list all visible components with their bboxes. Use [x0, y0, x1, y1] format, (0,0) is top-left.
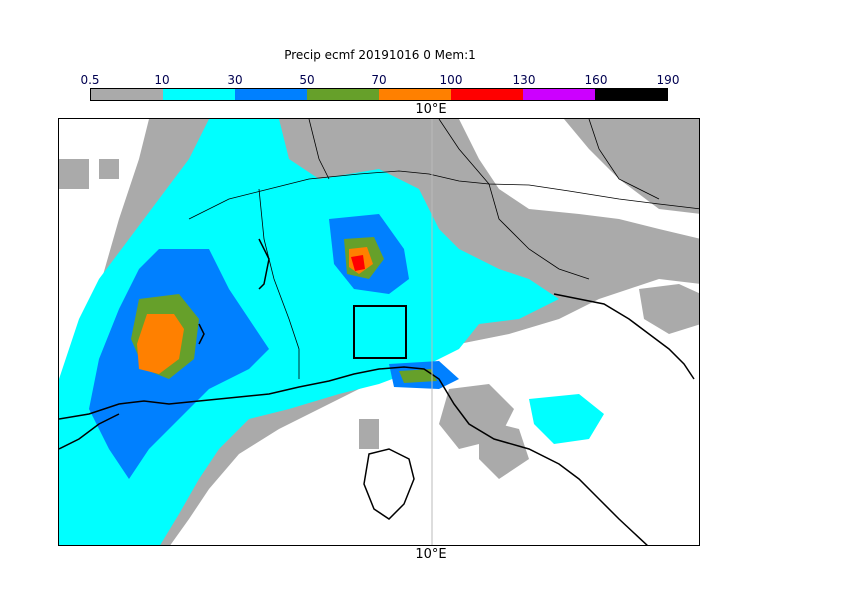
- colorbar-label-2: 30: [227, 73, 243, 87]
- precip-field-red: [351, 255, 365, 271]
- colorbar-segment-0: [91, 89, 163, 100]
- colorbar-segment-7: [595, 89, 667, 100]
- colorbar: [90, 88, 668, 101]
- highlight-box: [353, 305, 407, 359]
- longitude-label-top: 10°E: [415, 102, 447, 117]
- colorbar-segment-2: [235, 89, 307, 100]
- borders: [188, 119, 699, 379]
- colorbar-segment-5: [451, 89, 523, 100]
- coastlines: [59, 238, 695, 545]
- precip-map: [58, 118, 700, 546]
- colorbar-label-7: 160: [584, 73, 608, 87]
- colorbar-label-6: 130: [512, 73, 536, 87]
- precip-field-cyan: [59, 119, 604, 545]
- colorbar-label-3: 50: [299, 73, 315, 87]
- colorbar-segment-4: [379, 89, 451, 100]
- colorbar-segment-6: [523, 89, 595, 100]
- colorbar-segment-3: [307, 89, 379, 100]
- colorbar-label-0: 0.5: [80, 73, 100, 87]
- plot-title: Precip ecmf 20191016 0 Mem:1: [284, 48, 476, 62]
- colorbar-segment-1: [163, 89, 235, 100]
- colorbar-label-5: 100: [439, 73, 463, 87]
- longitude-label-bottom: 10°E: [415, 547, 447, 562]
- colorbar-label-8: 190: [656, 73, 680, 87]
- colorbar-label-1: 10: [154, 73, 170, 87]
- map-canvas: [59, 119, 699, 545]
- colorbar-label-4: 70: [371, 73, 387, 87]
